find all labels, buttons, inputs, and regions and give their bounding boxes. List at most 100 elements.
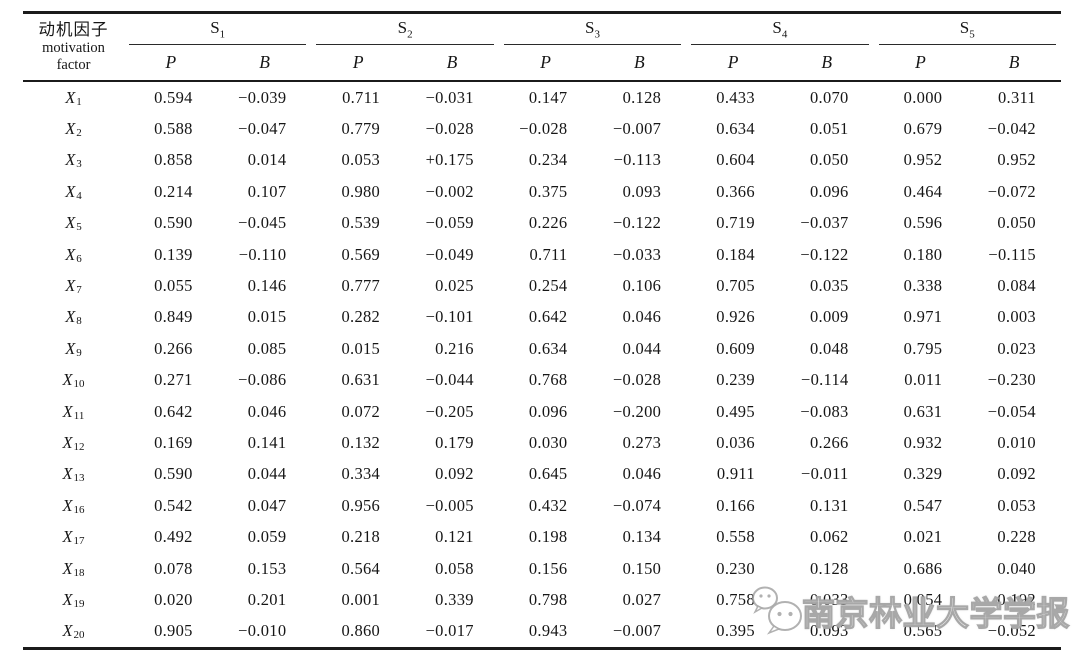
table-row: X 19 0.020 0.201 0.001 0.339 0.798 0.027 0.758 0.…: [23, 584, 1061, 615]
value-cell: 0.932: [903, 432, 943, 452]
value-cell: 0.634: [716, 119, 755, 139]
value-cell: −0.010: [238, 621, 287, 641]
value-cell: 0.565: [903, 621, 943, 641]
value-cell: −0.052: [987, 621, 1036, 641]
table-row: X 11 0.642 0.046 0.072 −0.205 0.096 −0.200 0.495…: [23, 396, 1061, 427]
value-cell: −0.033: [612, 244, 662, 264]
subheader-B-S1: B: [259, 52, 270, 72]
value-cell: 0.334: [341, 464, 381, 484]
value-cell: 0.070: [809, 87, 849, 107]
value-cell: −0.039: [238, 87, 287, 107]
value-cell: 0.858: [154, 150, 193, 170]
row-label: X 13: [62, 464, 85, 485]
value-cell: −0.110: [238, 244, 287, 264]
value-cell: 0.027: [622, 589, 662, 609]
value-cell: 0.311: [997, 87, 1036, 107]
value-cell: −0.122: [612, 213, 662, 233]
value-cell: 0.096: [809, 181, 849, 201]
value-cell: −0.045: [238, 213, 287, 233]
value-cell: −0.002: [425, 181, 474, 201]
group-header-S4: S4: [691, 14, 869, 45]
value-cell: 0.121: [435, 527, 474, 547]
value-cell: 0.047: [247, 495, 287, 515]
value-cell: 0.590: [154, 213, 193, 233]
row-label: X 10: [62, 370, 85, 391]
value-cell: 0.055: [154, 276, 193, 296]
value-cell: 0.433: [716, 87, 755, 107]
value-cell: −0.113: [613, 150, 662, 170]
value-cell: 0.271: [154, 370, 193, 390]
value-cell: 0.239: [716, 370, 755, 390]
table-row: X 16 0.542 0.047 0.956 −0.005 0.432 −0.074 0.166…: [23, 490, 1061, 521]
value-cell: 0.905: [154, 621, 193, 641]
value-cell: 0.033: [809, 589, 849, 609]
value-cell: 0.040: [997, 558, 1036, 578]
value-cell: 0.059: [247, 527, 287, 547]
group-header-S3: S3: [503, 14, 682, 45]
value-cell: 0.254: [528, 276, 568, 296]
value-cell: 0.000: [903, 87, 943, 107]
value-cell: 0.092: [435, 464, 474, 484]
value-cell: 0.642: [154, 401, 193, 421]
value-cell: +0.175: [425, 150, 474, 170]
value-cell: 0.030: [528, 432, 568, 452]
value-cell: 0.046: [622, 464, 662, 484]
table-header: 动机因子 motivation factor S1 P B S2 P B S3 P B S4 P B S…: [23, 14, 1061, 82]
subheader-P-S5: P: [915, 52, 926, 72]
value-cell: 0.547: [903, 495, 943, 515]
value-cell: 0.011: [904, 370, 943, 390]
value-cell: 0.166: [716, 495, 755, 515]
row-label: X 17: [62, 527, 85, 548]
value-cell: 0.128: [622, 87, 662, 107]
value-cell: 0.758: [716, 589, 755, 609]
value-cell: 0.009: [809, 307, 849, 327]
value-cell: 0.054: [903, 589, 943, 609]
value-cell: 0.273: [622, 432, 662, 452]
value-cell: 0.952: [903, 150, 943, 170]
row-label: X 20: [62, 621, 85, 642]
value-cell: 0.594: [154, 87, 193, 107]
value-cell: 0.201: [247, 589, 287, 609]
value-cell: 0.849: [154, 307, 193, 327]
value-cell: 0.214: [154, 181, 193, 201]
value-cell: 0.542: [154, 495, 193, 515]
value-cell: 0.146: [247, 276, 287, 296]
value-cell: −0.031: [425, 87, 474, 107]
value-cell: 0.711: [342, 87, 381, 107]
value-cell: 0.539: [341, 213, 381, 233]
value-cell: 0.795: [903, 338, 943, 358]
value-cell: 0.050: [997, 213, 1036, 233]
value-cell: 0.036: [716, 432, 755, 452]
table-row: X 13 0.590 0.044 0.334 0.092 0.645 0.046 0.911 −0…: [23, 459, 1061, 490]
subheader-P-S2: P: [352, 52, 364, 72]
value-cell: −0.059: [425, 213, 474, 233]
value-cell: −0.049: [425, 244, 474, 264]
value-cell: 0.072: [341, 401, 381, 421]
value-cell: −0.042: [987, 119, 1036, 139]
row-header-cell: 动机因子 motivation factor: [23, 14, 124, 80]
table-row: X 10 0.271 −0.086 0.631 −0.044 0.768 −0.028 0.23…: [23, 365, 1061, 396]
value-cell: 0.131: [809, 495, 849, 515]
data-table: 动机因子 motivation factor S1 P B S2 P B S3 P B S4 P B S…: [23, 11, 1061, 651]
table-row: X 18 0.078 0.153 0.564 0.058 0.156 0.150 0.230 0.…: [23, 553, 1061, 584]
value-cell: 0.147: [528, 87, 568, 107]
value-cell: −0.115: [988, 244, 1036, 264]
value-cell: 0.179: [435, 432, 474, 452]
value-cell: −0.083: [800, 401, 849, 421]
value-cell: 0.003: [997, 307, 1036, 327]
value-cell: 0.046: [622, 307, 662, 327]
value-cell: 0.021: [903, 527, 943, 547]
value-cell: 0.107: [247, 181, 287, 201]
value-cell: 0.604: [716, 150, 755, 170]
value-cell: 0.096: [528, 401, 568, 421]
value-cell: 0.266: [154, 338, 193, 358]
value-cell: 0.085: [247, 338, 287, 358]
table-row: X 4 0.214 0.107 0.980 −0.002 0.375 0.093 0.366 0.…: [23, 176, 1061, 207]
value-cell: 0.980: [341, 181, 381, 201]
value-cell: 0.023: [997, 338, 1036, 358]
